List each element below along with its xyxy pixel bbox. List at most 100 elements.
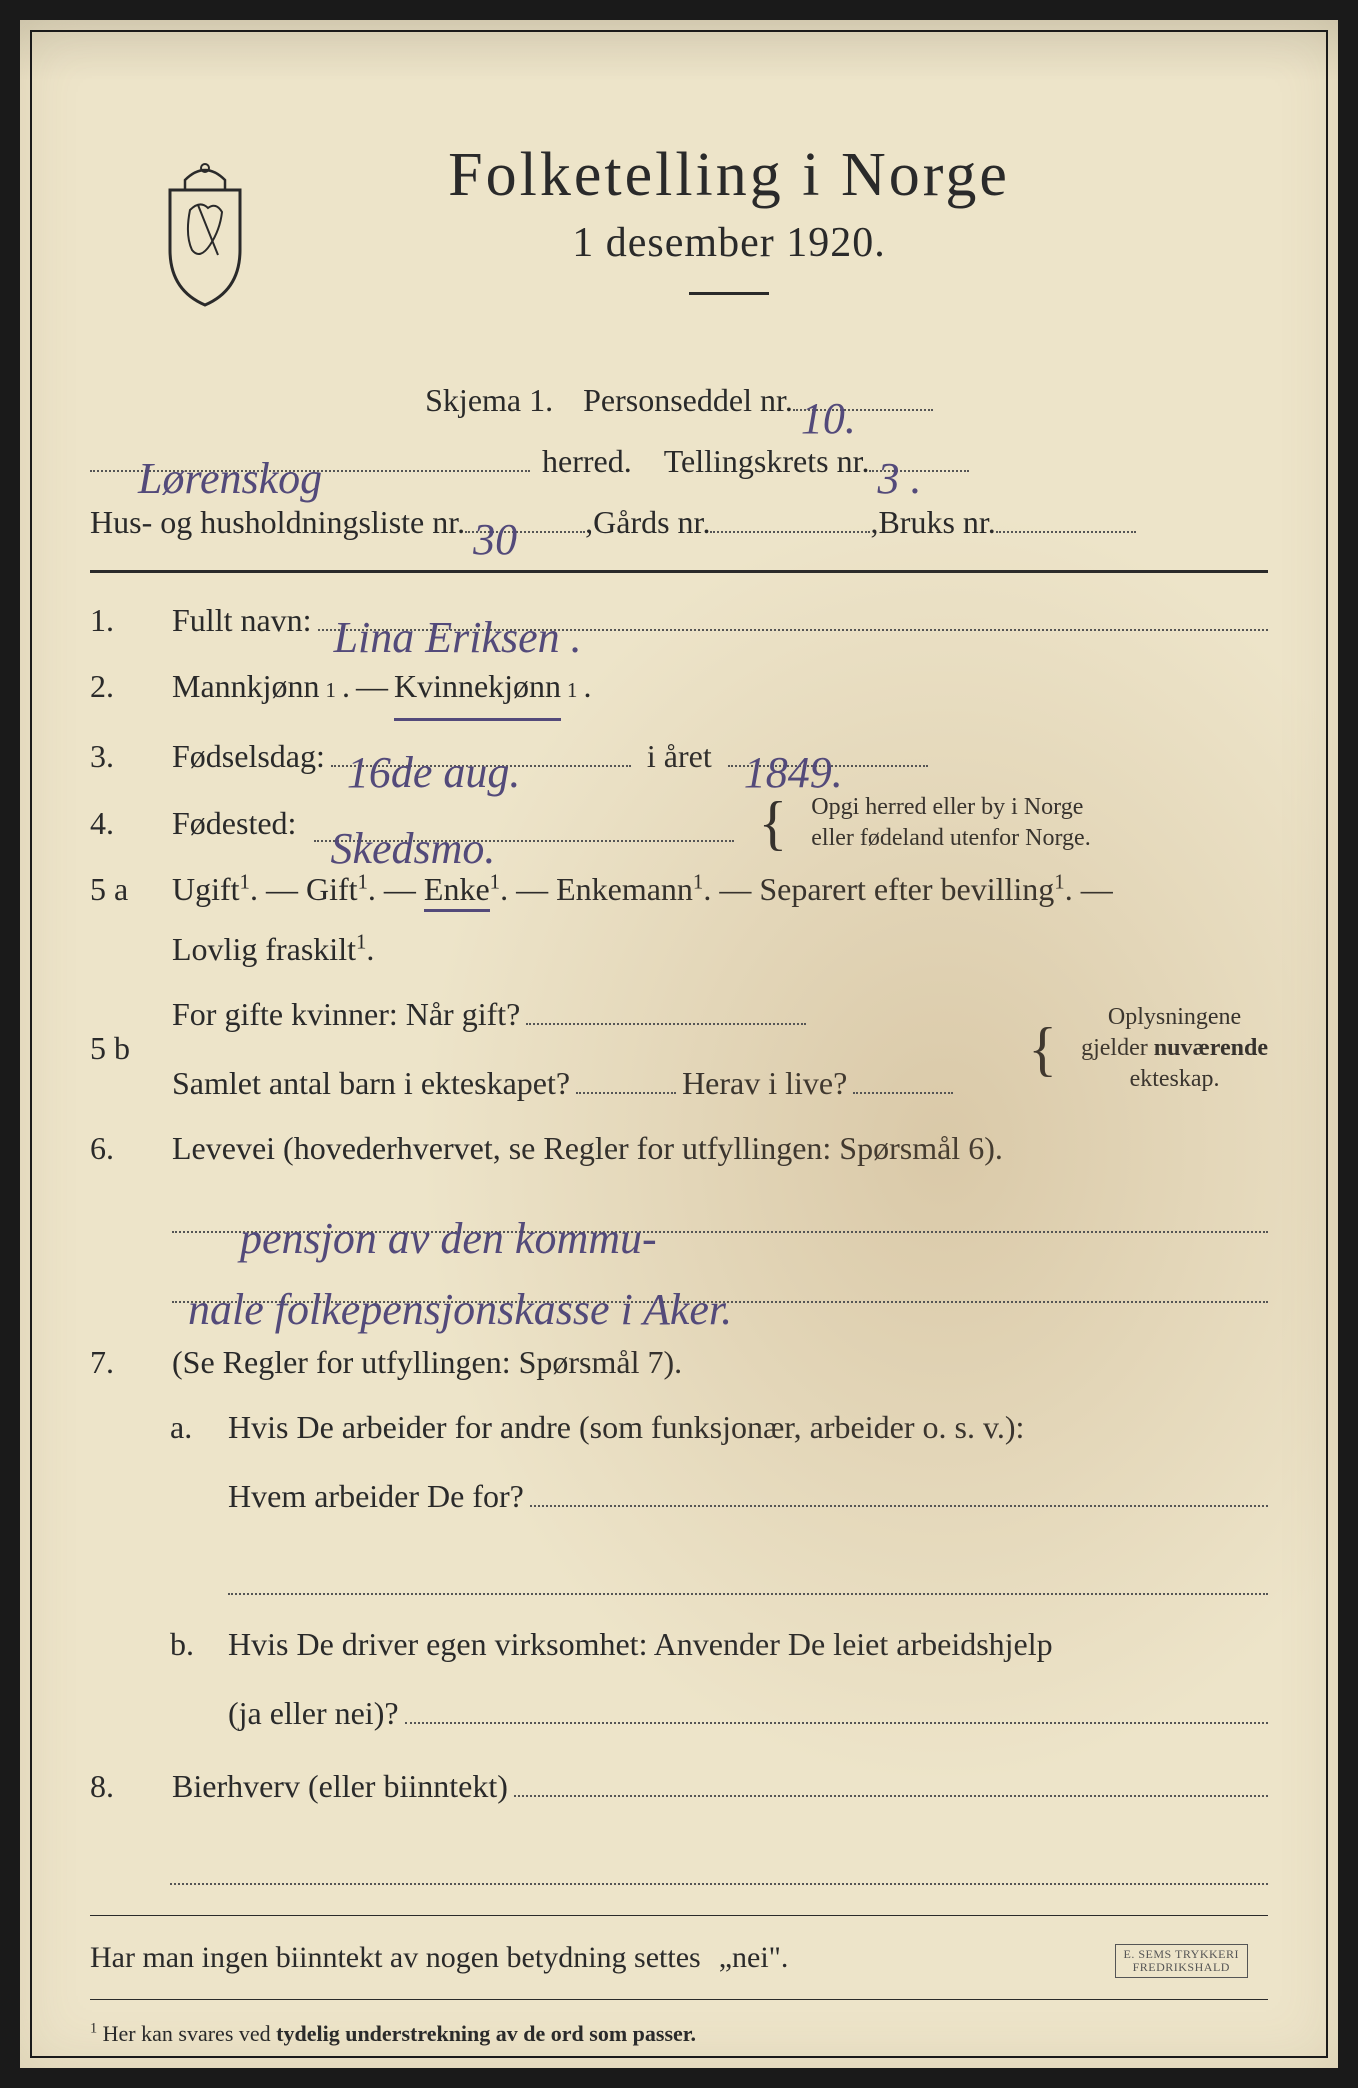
q2-num: 2.	[90, 657, 154, 716]
q4-sidenote: Opgi herred eller by i Norge eller fødel…	[811, 792, 1090, 854]
q5a-num: 5 a	[90, 860, 154, 919]
meta-row-1: Skjema 1. Personseddel nr. 10.	[90, 370, 1268, 431]
main-title: Folketelling i Norge	[290, 140, 1168, 211]
q1-field: Lina Eriksen .	[318, 593, 1268, 631]
crest-svg	[150, 150, 260, 310]
q5a-row: 5 a Ugift1. — Gift1. — Enke1. — Enkemann…	[90, 860, 1268, 978]
q4-label: Fødested:	[172, 794, 296, 853]
q7-num: 7.	[90, 1333, 154, 1392]
q7b-num: b.	[170, 1615, 210, 1674]
tail-note: Har man ingen biinntekt av nogen betydni…	[90, 1930, 701, 1986]
q8-label: Bierhverv (eller biinntekt)	[172, 1757, 508, 1816]
q5b-sidenote: Oplysningene gjelder nuværende ekteskap.	[1081, 1002, 1268, 1096]
q5a-opt4: Enkemann	[556, 871, 693, 907]
q5b-barn-field	[576, 1056, 676, 1094]
q7b-l1: Hvis De driver egen virksomhet: Anvender…	[228, 1615, 1268, 1674]
footnote-text: Her kan svares ved	[103, 2021, 277, 2046]
tellingskrets-field: 3 .	[869, 433, 969, 471]
subtitle: 1 desember 1920.	[290, 219, 1168, 267]
q3-row: 3. Fødselsdag: 16de aug. i året 1849.	[90, 727, 1268, 786]
q5b-num: 5 b	[90, 1019, 154, 1078]
husliste-value: 30	[465, 498, 525, 534]
q3-label: Fødselsdag:	[172, 727, 325, 786]
tail-note-row: Har man ingen biinntekt av nogen betydni…	[90, 1930, 1268, 1986]
q6-row: 6. Levevei (hovederhvervet, se Regler fo…	[90, 1119, 1268, 1303]
q2-row: 2. Mannkjønn1. — Kvinnekjønn1.	[90, 657, 1268, 721]
skjema-label: Skjema 1.	[425, 370, 553, 431]
footnote-row: 1 Her kan svares ved tydelig understrekn…	[90, 2014, 1268, 2055]
herred-field: Lørenskog	[90, 433, 530, 471]
q5b-gift-field	[526, 986, 806, 1024]
footnote-bold: tydelig understrekning av de ord som pas…	[276, 2021, 696, 2046]
q8-field2	[170, 1847, 1268, 1885]
q7a-field	[530, 1469, 1268, 1507]
q6-field-l2: nale folkepensjonskasse i Aker.	[172, 1265, 1268, 1303]
q3-day-value: 16de aug.	[339, 732, 529, 770]
q5b-l2b: Herav i live?	[682, 1054, 847, 1113]
census-form-page: Folketelling i Norge 1 desember 1920. Sk…	[20, 20, 1338, 2068]
q7a-l2: Hvem arbeider De for?	[228, 1467, 524, 1526]
q3-day-field: 16de aug.	[331, 728, 631, 766]
meta-row-2: Lørenskog herred. Tellingskrets nr. 3 .	[90, 431, 1268, 492]
q8-field	[514, 1759, 1268, 1797]
q7b-field	[405, 1686, 1268, 1724]
q1-num: 1.	[90, 591, 154, 650]
q7a-l1: Hvis De arbeider for andre (som funksjon…	[228, 1398, 1268, 1457]
q3-num: 3.	[90, 727, 154, 786]
q8-num: 8.	[90, 1757, 154, 1816]
title-divider	[689, 292, 769, 295]
q5a-opt5: Separert efter bevilling	[759, 871, 1054, 907]
bruks-field	[996, 494, 1136, 532]
q2-m: Mannkjønn	[172, 657, 320, 716]
q5a-opt2: Gift	[306, 871, 358, 907]
q4-row: 4. Fødested: Skedsmo. { Opgi herred elle…	[90, 792, 1268, 854]
q5b-row: 5 b For gifte kvinner: Når gift? Samlet …	[90, 985, 1268, 1113]
q1-value: Lina Eriksen .	[326, 597, 590, 635]
q3-year-value: 1849.	[736, 732, 851, 770]
q6-label: Levevei (hovederhvervet, se Regler for u…	[172, 1130, 1003, 1166]
q4-value: Skedsmo.	[322, 808, 503, 846]
q8-row: 8. Bierhverv (eller biinntekt)	[90, 1757, 1268, 1816]
husliste-field: 30	[465, 494, 585, 532]
personseddel-label: Personseddel nr.	[583, 370, 793, 431]
q7a-num: a.	[170, 1398, 210, 1457]
q6-value-l1: pensjon av den kommu-	[232, 1198, 665, 1236]
q5b-l1: For gifte kvinner: Når gift?	[172, 985, 520, 1044]
q7b-row: b. Hvis De driver egen virksomhet: Anven…	[170, 1615, 1268, 1743]
gaards-label: Gårds nr.	[593, 492, 710, 553]
header: Folketelling i Norge 1 desember 1920.	[90, 140, 1268, 330]
tellingskrets-value: 3 .	[869, 437, 929, 473]
q5b-l2a: Samlet antal barn i ekteskapet?	[172, 1054, 570, 1113]
q3-year-label: i året	[647, 727, 712, 786]
q1-label: Fullt navn:	[172, 591, 312, 650]
herred-label: herred.	[542, 431, 632, 492]
footnote-num: 1	[90, 2021, 97, 2037]
title-block: Folketelling i Norge 1 desember 1920.	[290, 140, 1268, 330]
gaards-field	[710, 494, 870, 532]
personseddel-field: 10.	[793, 373, 933, 411]
personseddel-value: 10.	[793, 377, 864, 413]
q5a-opt6: Lovlig fraskilt	[172, 931, 356, 967]
divider-2	[90, 1915, 1268, 1916]
divider-3	[90, 1999, 1268, 2000]
q4-field: Skedsmo.	[314, 804, 734, 842]
coat-of-arms-icon	[150, 150, 260, 310]
q5b-live-field	[853, 1056, 953, 1094]
q7-row: 7. (Se Regler for utfyllingen: Spørsmål …	[90, 1333, 1268, 1392]
printer-stamp: E. SEMS TRYKKERI FREDRIKSHALD	[1115, 1944, 1248, 1978]
q2-k: Kvinnekjønn	[394, 657, 561, 721]
q7b-l2: (ja eller nei)?	[228, 1684, 399, 1743]
herred-value: Lørenskog	[130, 437, 330, 473]
q7a-row: a. Hvis De arbeider for andre (som funks…	[170, 1398, 1268, 1595]
q6-num: 6.	[90, 1119, 154, 1178]
q7a-field2	[228, 1557, 1268, 1595]
q5a-opt1: Ugift	[172, 871, 240, 907]
tail-quote: „nei".	[719, 1930, 789, 1986]
q6-value-l2: nale folkepensjonskasse i Aker.	[180, 1269, 740, 1307]
q5a-opt3-selected: Enke	[424, 871, 490, 912]
brace-icon: {	[1028, 1025, 1057, 1073]
meta-section: Skjema 1. Personseddel nr. 10. Lørenskog…	[90, 370, 1268, 552]
questions: 1. Fullt navn: Lina Eriksen . 2. Mannkjø…	[90, 591, 1268, 2055]
q7-label: (Se Regler for utfyllingen: Spørsmål 7).	[172, 1333, 682, 1392]
q6-field-l1: pensjon av den kommu-	[172, 1194, 1268, 1232]
